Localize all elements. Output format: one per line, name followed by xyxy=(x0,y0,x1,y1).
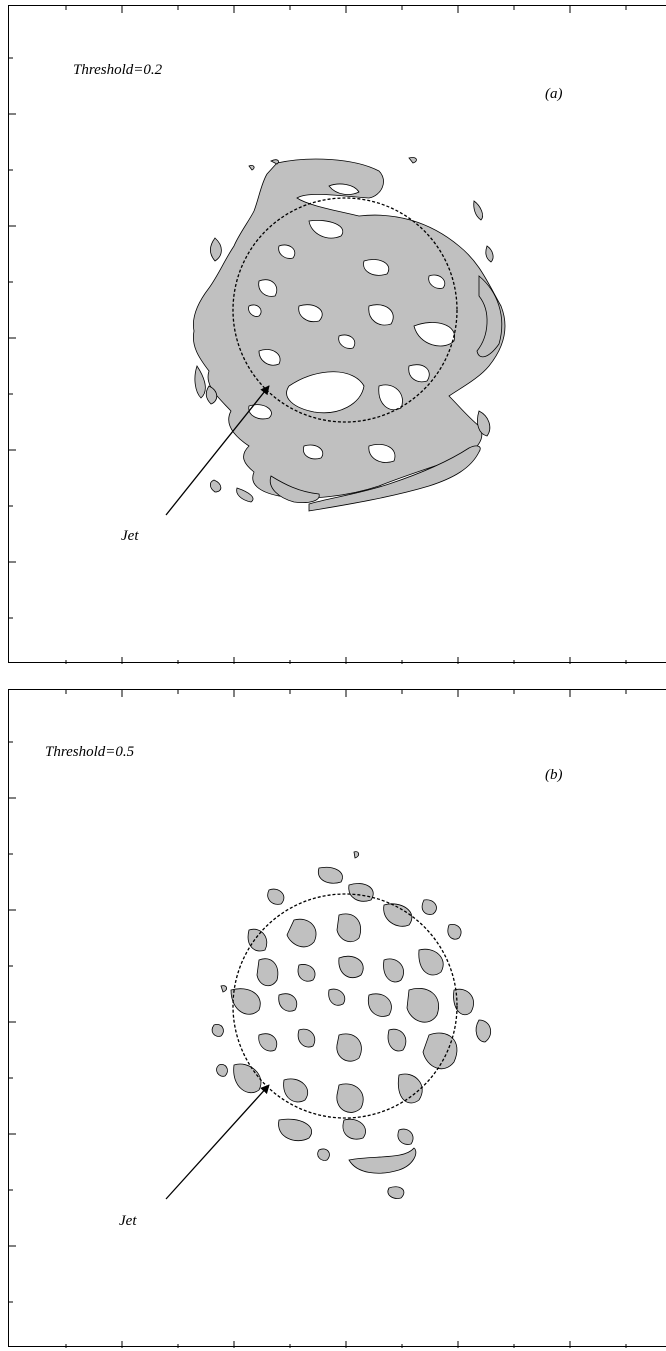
threshold-region-b xyxy=(211,851,492,1199)
jet-boundary-circle-b xyxy=(232,893,458,1119)
threshold-label-b: Threshold=0.5 xyxy=(45,744,135,760)
panel-label-a: (a) xyxy=(545,86,563,102)
left-ticks xyxy=(9,741,16,1303)
bottom-ticks xyxy=(65,657,627,664)
threshold-label-a: Threshold=0.2 xyxy=(73,62,163,78)
jet-arrow-a xyxy=(165,385,270,516)
panel-a: Threshold=0.2 (a) Jet xyxy=(8,5,666,664)
top-ticks xyxy=(65,690,627,697)
panel-label-b: (b) xyxy=(545,767,563,783)
panel-b: Threshold=0.5 (b) Jet xyxy=(8,689,666,1348)
jet-label-a: Jet xyxy=(121,528,139,544)
top-ticks xyxy=(65,6,627,13)
panel-b-plot xyxy=(9,690,627,1348)
bottom-ticks xyxy=(65,1341,627,1348)
jet-boundary-circle-a xyxy=(232,197,458,423)
jet-label-b: Jet xyxy=(119,1213,137,1229)
left-ticks xyxy=(9,57,16,619)
panel-a-plot xyxy=(9,6,627,664)
holes-a xyxy=(248,183,456,463)
jet-arrow-b xyxy=(165,1084,270,1200)
threshold-region-a xyxy=(192,157,506,512)
